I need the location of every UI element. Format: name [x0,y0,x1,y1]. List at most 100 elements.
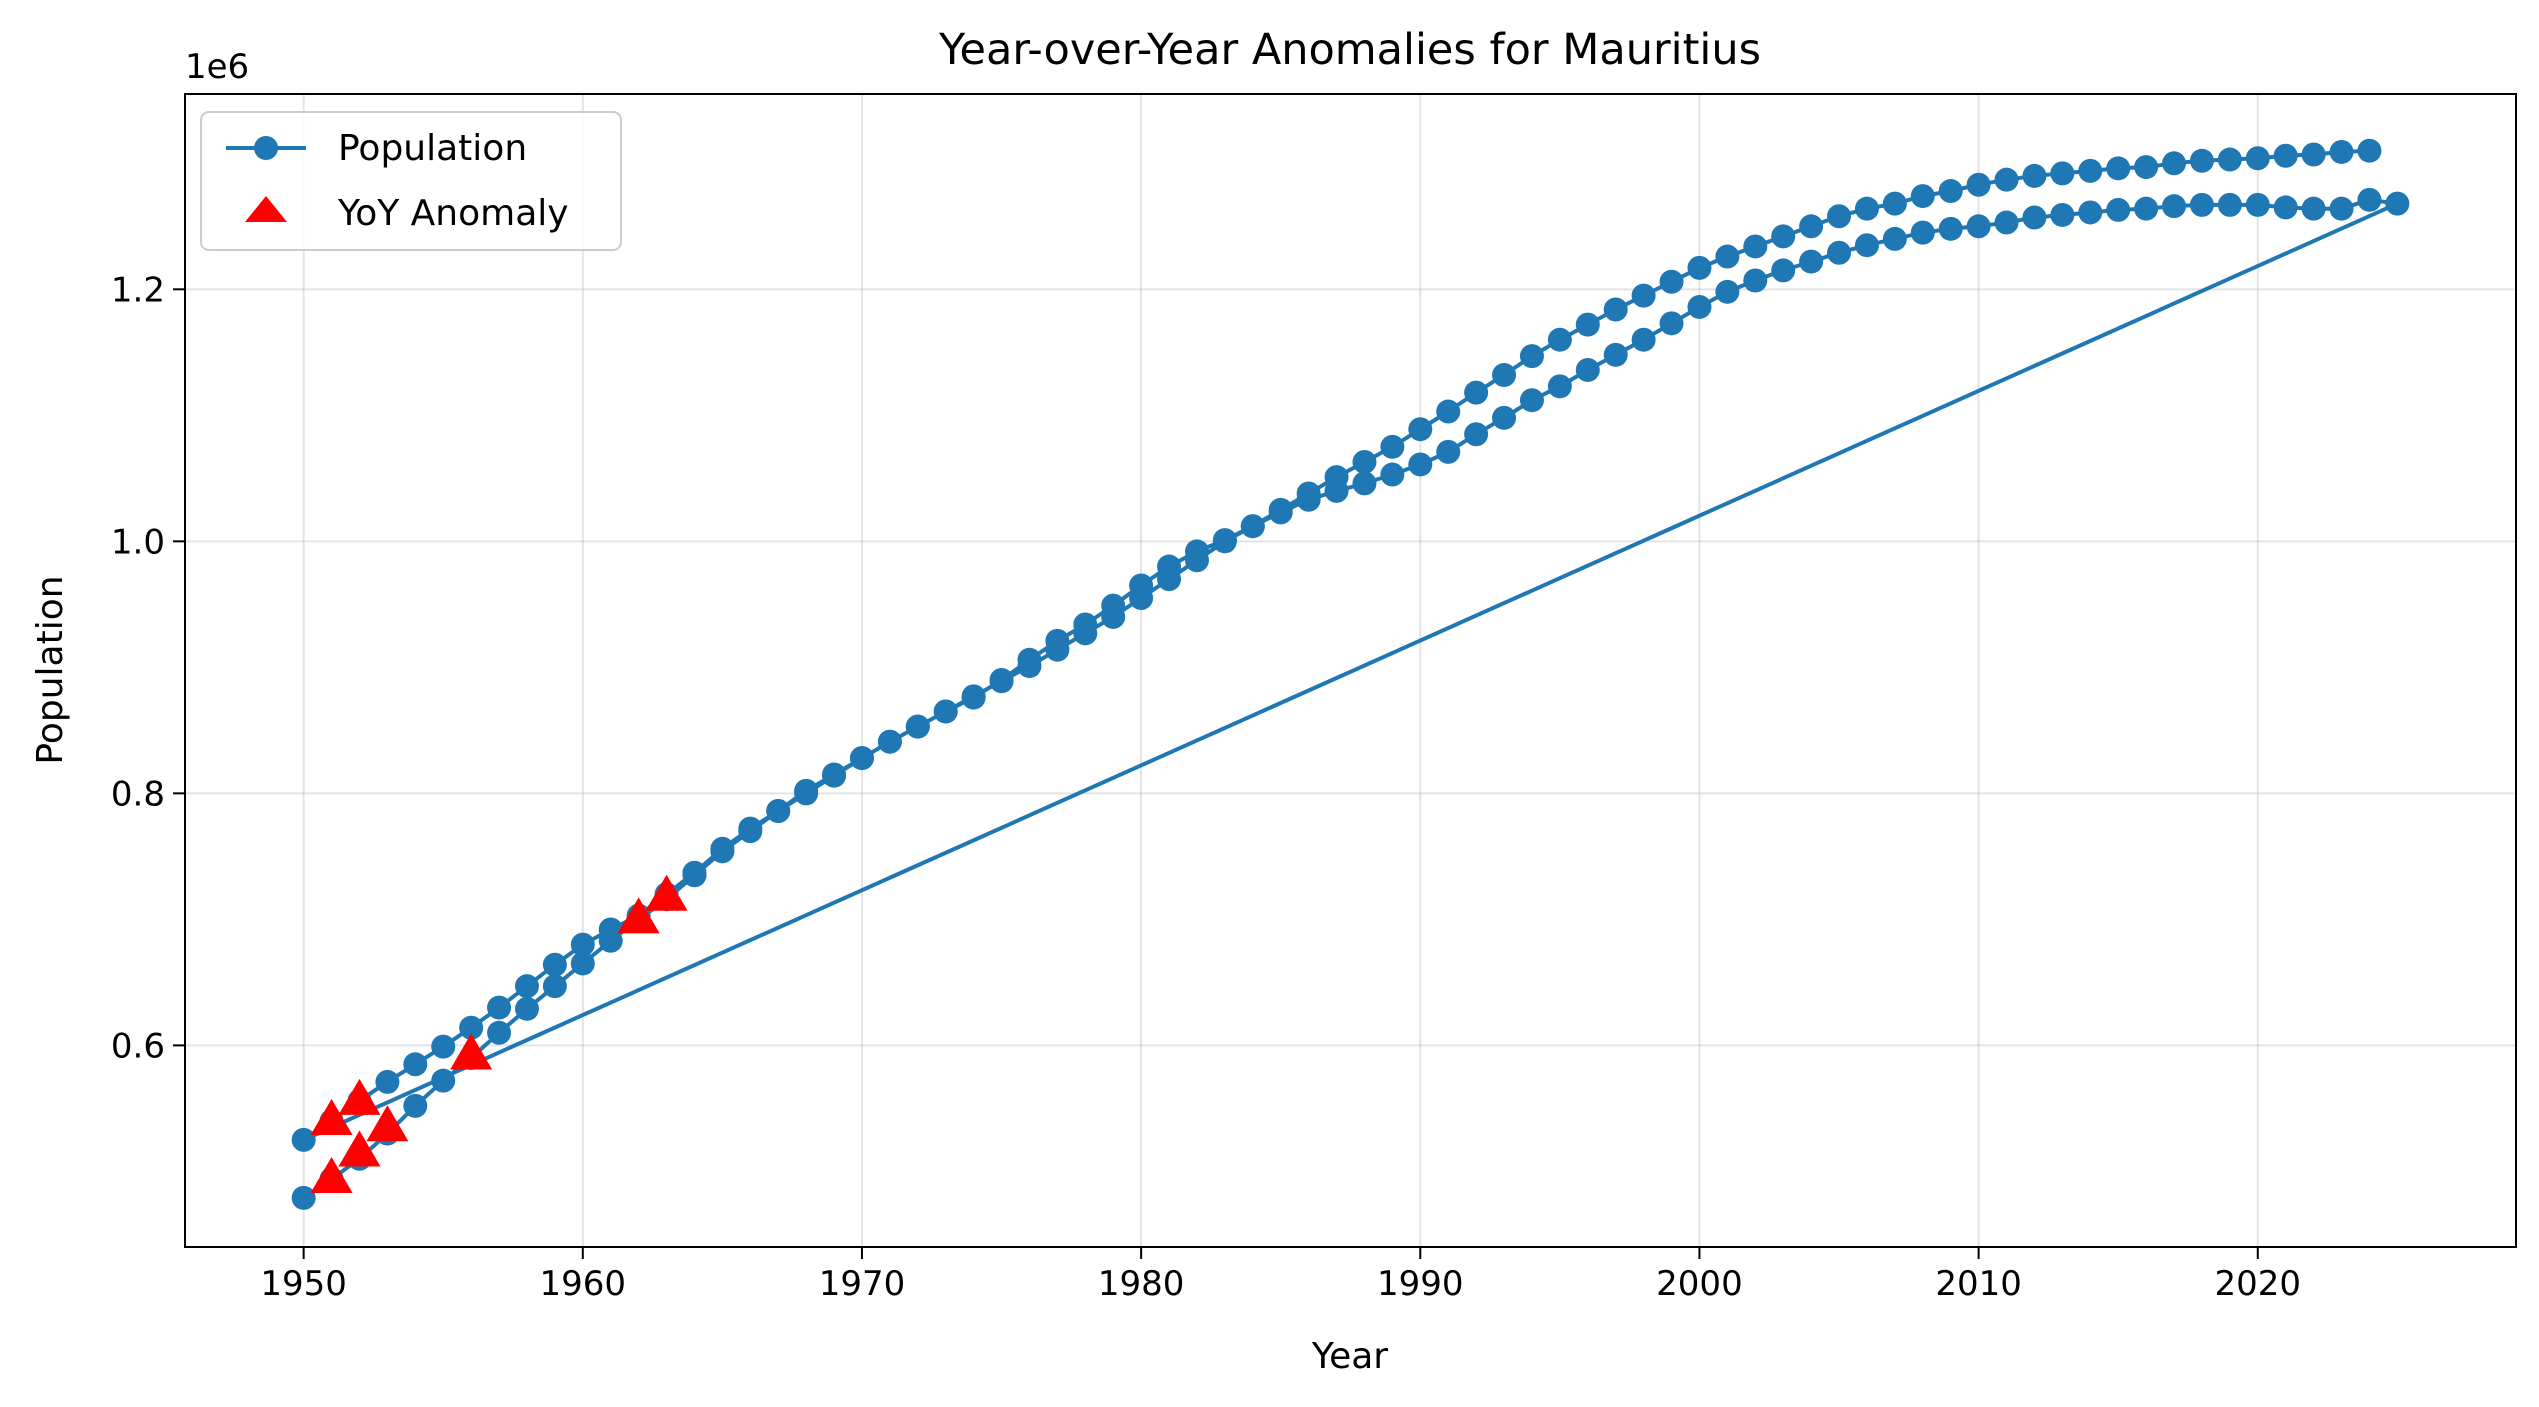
legend-anomaly-marker-swatch [245,196,287,222]
population-point [1352,471,1377,496]
population-point [542,974,567,999]
y-tick-label: 0.8 [111,774,165,814]
population-point [487,995,512,1020]
population-point [1436,439,1461,464]
population-point [961,685,986,710]
population-point [2273,195,2298,220]
population-point [1966,172,1991,197]
population-point [905,714,930,739]
population-point [1827,204,1852,229]
population-point [2217,192,2242,217]
population-point [1994,167,2019,192]
population-point [2189,192,2214,217]
population-point [1966,214,1991,239]
population-point [849,746,874,771]
anomaly-point [645,874,688,911]
population-point [1492,405,1517,430]
population-point [1380,434,1405,459]
population-point [1882,191,1907,216]
anomaly-point [310,1098,353,1135]
population-point [2078,158,2103,183]
y-tick-label: 1.2 [111,270,165,310]
population-point [598,917,623,942]
legend-population-label: Population [338,128,527,169]
population-point [1938,179,1963,204]
population-point [2301,196,2326,221]
population-point [487,1020,512,1045]
population-point [1519,388,1544,413]
population-point [1882,226,1907,251]
x-tick-label: 2000 [1656,1264,1743,1304]
x-tick-label: 2010 [1935,1264,2022,1304]
population-point [1743,268,1768,293]
population-point [2245,146,2270,171]
population-point [2357,187,2382,212]
chart-title: Year-over-Year Anomalies for Mauritius [938,25,1761,75]
population-point [1408,417,1433,442]
population-point [1547,327,1572,352]
population-point [403,1052,428,1077]
population-point [1129,573,1154,598]
population-point [1464,380,1489,405]
population-point [2022,205,2047,230]
anomaly-points-layer [310,874,688,1193]
population-point [1575,357,1600,382]
legend: Population YoY Anomaly [200,111,622,251]
population-point [1073,612,1098,637]
population-point [1324,465,1349,490]
population-point [1743,234,1768,259]
population-point [1910,184,1935,209]
population-point [2357,138,2382,163]
y-tick-label: 0.6 [111,1026,165,1066]
population-point [459,1015,484,1040]
population-point [1575,312,1600,337]
population-point [1017,647,1042,672]
population-point [1464,422,1489,447]
population-point [1687,294,1712,319]
population-point [403,1093,428,1118]
population-point [514,996,539,1021]
x-tick-label: 1960 [540,1264,627,1304]
population-point [375,1069,400,1094]
population-point [2106,197,2131,222]
population-point [1547,374,1572,399]
population-point [1854,233,1879,258]
population-point [514,974,539,999]
population-point [1827,240,1852,265]
population-point [822,762,847,787]
y-tick-label: 1.0 [111,522,165,562]
population-point [2134,196,2159,221]
anomaly-point [310,1156,353,1193]
population-point [431,1034,456,1059]
population-point [1687,255,1712,280]
population-point [291,1127,316,1152]
population-point [2273,143,2298,168]
population-point [1854,196,1879,221]
y-axis-label: Population [30,575,71,764]
population-point [1184,539,1209,564]
y-axis-ticks: 0.6 0.8 1.0 1.2 [111,270,185,1066]
population-point [2301,142,2326,167]
population-point [1994,210,2019,235]
population-points-layer [291,138,2410,1210]
population-point [1212,528,1237,553]
population-point [1631,327,1656,352]
x-axis-ticks: 1950 1960 1970 1980 1990 2000 2010 2020 [260,1247,2301,1304]
anomaly-point [338,1078,381,1115]
population-point [2106,156,2131,181]
population-point [1771,224,1796,249]
population-point [1799,214,1824,239]
population-point [877,729,902,754]
population-point [2050,202,2075,227]
plot-frame [184,93,2517,1248]
x-axis-label: Year [1311,1336,1388,1377]
population-point [1296,481,1321,506]
population-point [1101,593,1126,618]
population-point [682,860,707,885]
population-point [431,1068,456,1093]
y-axis-offset-label: 1e6 [185,47,249,87]
population-point [1408,452,1433,477]
population-point [1436,399,1461,424]
